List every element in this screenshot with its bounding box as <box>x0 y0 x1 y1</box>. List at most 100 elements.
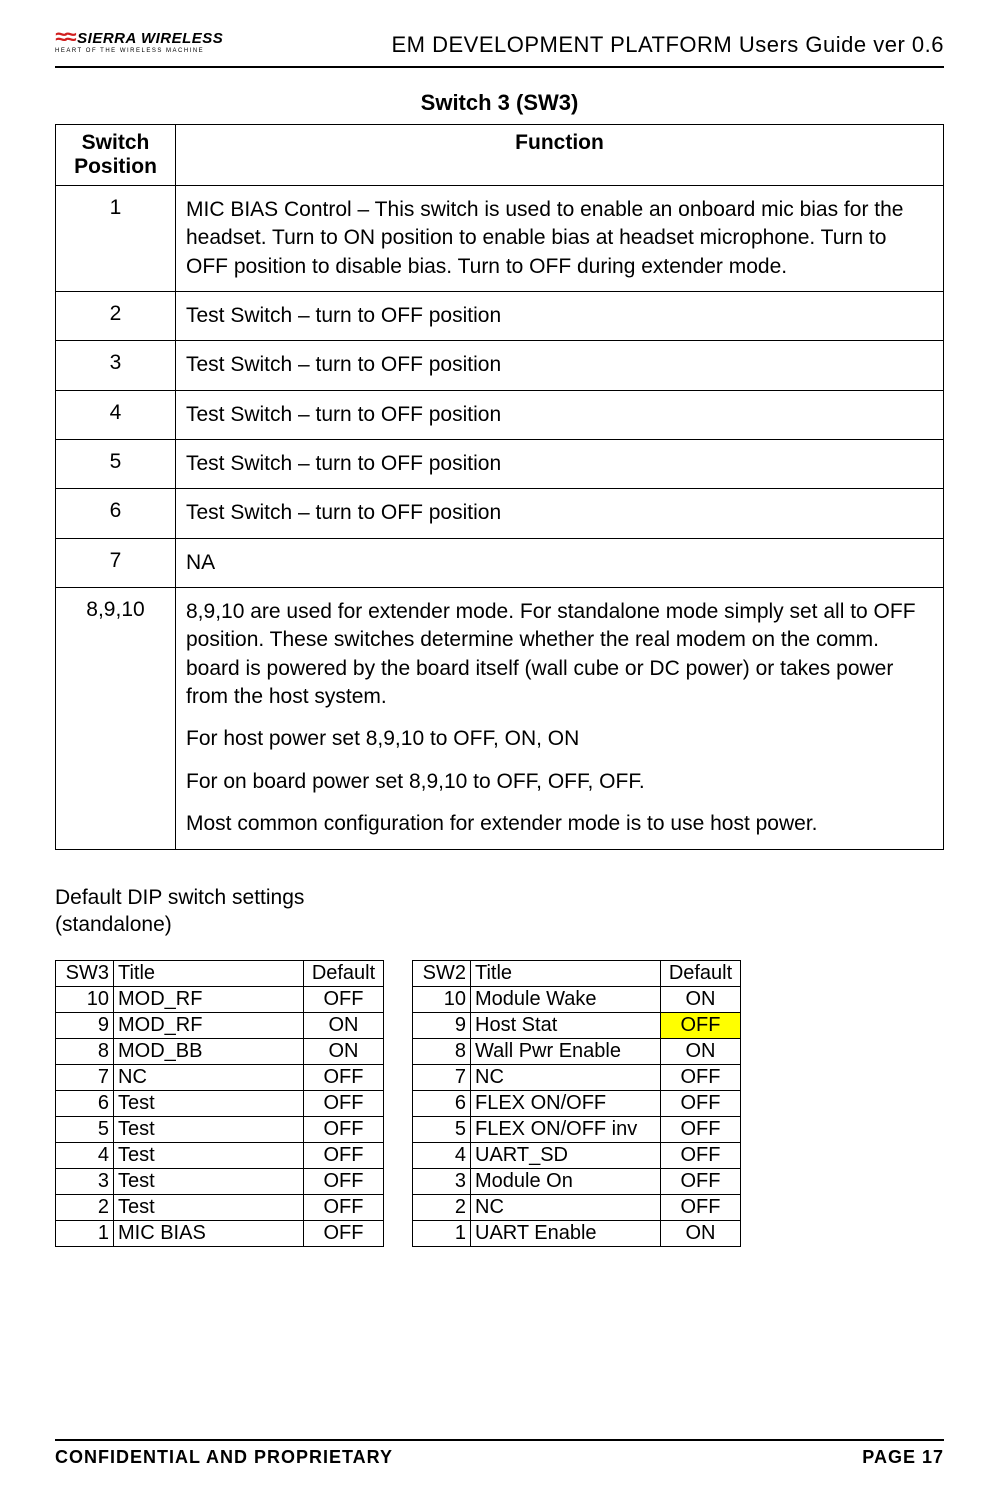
sw2-num: 9 <box>413 1013 471 1039</box>
table-row: 1UART EnableON <box>413 1221 741 1247</box>
sw3-head-def: Default <box>304 961 384 987</box>
sw3-default: OFF <box>304 1195 384 1221</box>
page-header: ≈≈ SIERRA WIRELESS HEART OF THE WIRELESS… <box>55 30 944 68</box>
footer-left: CONFIDENTIAL AND PROPRIETARY <box>55 1447 393 1468</box>
function-text: Test Switch – turn to OFF position <box>186 450 933 478</box>
function-text: Test Switch – turn to OFF position <box>186 302 933 330</box>
col-switch-position: Switch Position <box>56 125 176 186</box>
function-cell: MIC BIAS Control – This switch is used t… <box>176 186 944 292</box>
sw2-num: 10 <box>413 987 471 1013</box>
sw3-default: ON <box>304 1013 384 1039</box>
table-row: 3TestOFF <box>56 1169 384 1195</box>
sw3-num: 10 <box>56 987 114 1013</box>
brand-name: SIERRA WIRELESS <box>77 30 223 47</box>
table-row: 9MOD_RFON <box>56 1013 384 1039</box>
sw3-head-num: SW3 <box>56 961 114 987</box>
sw3-title: Test <box>114 1143 304 1169</box>
table-row: 1MIC BIASOFF <box>56 1221 384 1247</box>
table-row: 6TestOFF <box>56 1091 384 1117</box>
sw2-default: OFF <box>661 1091 741 1117</box>
sw3-num: 5 <box>56 1117 114 1143</box>
sw2-head-title: Title <box>471 961 661 987</box>
sw3-num: 6 <box>56 1091 114 1117</box>
sw3-title: MOD_RF <box>114 1013 304 1039</box>
table-row: 6FLEX ON/OFFOFF <box>413 1091 741 1117</box>
sw2-title: NC <box>471 1065 661 1091</box>
section-title: Switch 3 (SW3) <box>55 90 944 116</box>
logo: ≈≈ SIERRA WIRELESS HEART OF THE WIRELESS… <box>55 30 223 54</box>
sw2-num: 7 <box>413 1065 471 1091</box>
function-cell: Test Switch – turn to OFF position <box>176 292 944 341</box>
page: ≈≈ SIERRA WIRELESS HEART OF THE WIRELESS… <box>0 0 999 1493</box>
sw2-num: 4 <box>413 1143 471 1169</box>
sw2-head-num: SW2 <box>413 961 471 987</box>
sw3-num: 7 <box>56 1065 114 1091</box>
sw3-default: OFF <box>304 1065 384 1091</box>
table-row: 8MOD_BBON <box>56 1039 384 1065</box>
function-text: For host power set 8,9,10 to OFF, ON, ON <box>186 725 933 753</box>
function-cell: 8,9,10 are used for extender mode. For s… <box>176 588 944 849</box>
sw3-title: MIC BIAS <box>114 1221 304 1247</box>
dip-caption-line1: Default DIP switch settings <box>55 886 304 909</box>
sw3-num: 9 <box>56 1013 114 1039</box>
dip-tables-row: SW3 Title Default 10MOD_RFOFF9MOD_RFON8M… <box>55 960 944 1247</box>
switch-position-cell: 7 <box>56 538 176 587</box>
sw2-default: OFF <box>661 1117 741 1143</box>
sw2-num: 8 <box>413 1039 471 1065</box>
sw2-title: FLEX ON/OFF <box>471 1091 661 1117</box>
sw2-default: OFF <box>661 1065 741 1091</box>
switch-position-cell: 1 <box>56 186 176 292</box>
sw2-default: ON <box>661 987 741 1013</box>
sw2-title: Host Stat <box>471 1013 661 1039</box>
sw3-default: OFF <box>304 1143 384 1169</box>
sw3-title: MOD_RF <box>114 987 304 1013</box>
sw3-num: 1 <box>56 1221 114 1247</box>
sw3-num: 8 <box>56 1039 114 1065</box>
table-row: 3Test Switch – turn to OFF position <box>56 341 944 390</box>
sw2-title: Module Wake <box>471 987 661 1013</box>
sw2-num: 1 <box>413 1221 471 1247</box>
table-row: 10Module WakeON <box>413 987 741 1013</box>
dip-table-sw2: SW2 Title Default 10Module WakeON9Host S… <box>412 960 741 1247</box>
table-row: 2TestOFF <box>56 1195 384 1221</box>
sw2-default: ON <box>661 1039 741 1065</box>
sw3-num: 2 <box>56 1195 114 1221</box>
table-row: 2Test Switch – turn to OFF position <box>56 292 944 341</box>
table-row: 4 Test Switch – turn to OFF position <box>56 390 944 439</box>
sw2-num: 5 <box>413 1117 471 1143</box>
sw2-title: NC <box>471 1195 661 1221</box>
sw3-default: OFF <box>304 1117 384 1143</box>
table-row: 10MOD_RFOFF <box>56 987 384 1013</box>
table-row: 8,9,108,9,10 are used for extender mode.… <box>56 588 944 849</box>
sw2-num: 3 <box>413 1169 471 1195</box>
sw3-default: ON <box>304 1039 384 1065</box>
dip-caption-line2: (standalone) <box>55 913 172 936</box>
switch-position-cell: 4 <box>56 390 176 439</box>
sw2-title: UART_SD <box>471 1143 661 1169</box>
function-cell: Test Switch – turn to OFF position <box>176 390 944 439</box>
function-text: Test Switch – turn to OFF position <box>186 351 933 379</box>
sw2-default: ON <box>661 1221 741 1247</box>
table-row: 7NA <box>56 538 944 587</box>
sw2-num: 2 <box>413 1195 471 1221</box>
table-row: 8Wall Pwr EnableON <box>413 1039 741 1065</box>
function-text: Test Switch – turn to OFF position <box>186 401 933 429</box>
table-row: 5Test Switch – turn to OFF position <box>56 440 944 489</box>
function-text: For on board power set 8,9,10 to OFF, OF… <box>186 768 933 796</box>
col-function: Function <box>176 125 944 186</box>
table-row: 7NCOFF <box>413 1065 741 1091</box>
table-row: 2NCOFF <box>413 1195 741 1221</box>
function-text: Most common configuration for extender m… <box>186 810 933 838</box>
dip-table-sw3: SW3 Title Default 10MOD_RFOFF9MOD_RFON8M… <box>55 960 384 1247</box>
switch-position-cell: 8,9,10 <box>56 588 176 849</box>
table-row: 3Module OnOFF <box>413 1169 741 1195</box>
sw3-default: OFF <box>304 1169 384 1195</box>
doc-title: EM DEVELOPMENT PLATFORM Users Guide ver … <box>392 32 945 58</box>
sw2-num: 6 <box>413 1091 471 1117</box>
sw2-title: Wall Pwr Enable <box>471 1039 661 1065</box>
sw3-default: OFF <box>304 1221 384 1247</box>
sw3-title: Test <box>114 1195 304 1221</box>
function-cell: NA <box>176 538 944 587</box>
sw2-default: OFF <box>661 1195 741 1221</box>
sw2-title: Module On <box>471 1169 661 1195</box>
